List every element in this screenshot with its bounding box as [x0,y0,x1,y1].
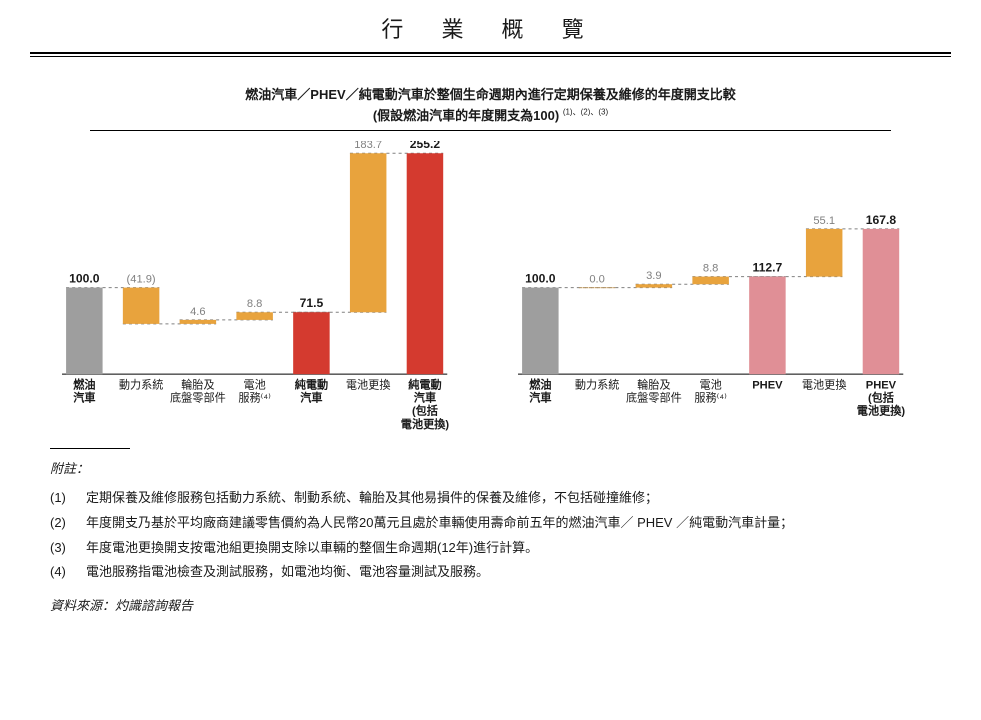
source-line: 資料來源：灼識諮詢報告 [30,585,951,614]
footnote-text: 定期保養及維修服務包括動力系統、制動系統、輪胎及其他易損件的保養及維修，不包括碰… [86,486,931,511]
bar-category-label: 電池更換 [346,378,391,391]
waterfall-bar [692,276,728,284]
chart-title-line1: 燃油汽車／PHEV／純電動汽車於整個生命週期內進行定期保養及維修的年度開支比較 [30,85,951,105]
bar-value-label: 4.6 [190,305,206,317]
waterfall-bar [805,228,841,276]
bar-value-label: 100.0 [69,271,100,285]
bar-value-label: 3.9 [646,270,662,282]
waterfall-bar [407,153,443,374]
bar-category-label: 電池 [243,378,265,391]
bar-category-label: (包括 [412,403,438,417]
bar-category-label: 電池更換) [856,403,905,417]
footnotes-head: 附註： [50,457,931,482]
bar-category-label: 純電動 [408,377,441,391]
bar-category-label: 汽車 [300,390,322,404]
bar-category-label: 燃油 [72,377,95,391]
footnote-num: (4) [50,560,86,585]
bar-category-label: PHEV [865,379,896,391]
footnote-row: (3)年度電池更換開支按電池組更換開支除以車輛的整個生命週期(12年)進行計算。 [50,536,931,561]
bar-category-label: 動力系統 [119,377,164,391]
waterfall-bar [123,287,159,323]
bar-category-label: 汽車 [414,390,436,404]
footnote-row: (1)定期保養及維修服務包括動力系統、制動系統、輪胎及其他易損件的保養及維修，不… [50,486,931,511]
bar-category-label: (包括 [867,390,893,404]
bar-category-label: PHEV [752,379,783,391]
bar-value-label: 71.5 [300,296,324,310]
page-title-rule [30,56,951,57]
bar-value-label: 0.0 [589,273,605,285]
bar-value-label: (41.9) [127,273,156,285]
bar-category-label: 底盤零部件 [170,390,226,404]
waterfall-bar [749,276,785,374]
footnote-text: 年度開支乃基於平均廠商建議零售價約為人民幣20萬元且處於車輛使用壽命前五年的燃油… [86,511,931,536]
waterfall-bar [635,284,671,287]
chart-subtitle-sup: (1)、(2)、(3) [563,107,608,116]
bar-category-label: 輪胎及 [637,377,670,391]
bar-category-label: 燃油 [528,377,551,391]
left-chart-svg: 100.0燃油汽車(41.9)動力系統4.6輪胎及底盤零部件8.8電池服務⁽⁴⁾… [60,141,466,435]
bar-value-label: 183.7 [354,141,382,151]
bar-value-label: 100.0 [525,271,556,285]
footnote-num: (1) [50,486,86,511]
bar-value-label: 255.2 [410,141,441,151]
footnotes: 附註： (1)定期保養及維修服務包括動力系統、制動系統、輪胎及其他易損件的保養及… [30,449,951,584]
bar-value-label: 8.8 [247,298,262,310]
bar-category-label: 汽車 [529,390,551,404]
page-title: 行 業 概 覽 [30,12,951,54]
bar-category-label: 服務⁽⁴⁾ [694,390,727,404]
left-waterfall-chart: 100.0燃油汽車(41.9)動力系統4.6輪胎及底盤零部件8.8電池服務⁽⁴⁾… [60,141,466,435]
chart-title-line2: (假設燃油汽車的年度開支為100) (1)、(2)、(3) [30,105,951,124]
footnote-row: (2)年度開支乃基於平均廠商建議零售價約為人民幣20萬元且處於車輛使用壽命前五年… [50,511,931,536]
bar-category-label: 服務⁽⁴⁾ [238,390,271,404]
waterfall-bar [236,312,272,320]
chart-title-rule [90,130,891,131]
waterfall-bar [578,287,614,288]
waterfall-bar [862,228,898,373]
bar-category-label: 動力系統 [574,377,619,391]
charts-row: 100.0燃油汽車(41.9)動力系統4.6輪胎及底盤零部件8.8電池服務⁽⁴⁾… [30,141,951,435]
bar-value-label: 8.8 [702,262,718,274]
right-chart-svg: 100.0 燃油汽車 0.0 動力系統 3.9 輪胎及底盤零部件 8.8 電池服務⁽⁴⁾ 112… [516,141,922,435]
chart-subtitle-text: (假設燃油汽車的年度開支為100) [373,108,559,123]
waterfall-bar [522,287,558,374]
bar-category-label: 電池 [699,378,721,391]
bar-value-label: 167.8 [865,212,896,226]
waterfall-bar [350,153,386,312]
bar-value-label: 112.7 [752,260,782,274]
bar-category-label: 電池更換) [401,416,450,430]
bar-category-label: 底盤零部件 [626,390,682,404]
footnote-num: (2) [50,511,86,536]
bar-value-label: 55.1 [813,214,835,226]
bar-category-label: 汽車 [73,390,95,404]
bar-category-label: 純電動 [295,377,328,391]
footnote-text: 年度電池更換開支按電池組更換開支除以車輛的整個生命週期(12年)進行計算。 [86,536,931,561]
waterfall-bar [293,312,329,374]
bar-category-label: 電池更換 [801,378,846,391]
waterfall-bar [66,287,102,374]
right-waterfall-chart: 100.0 燃油汽車 0.0 動力系統 3.9 輪胎及底盤零部件 8.8 電池服務⁽⁴⁾ 112… [516,141,922,435]
waterfall-bar [180,319,216,323]
footnote-row: (4)電池服務指電池檢查及測試服務，如電池均衡、電池容量測試及服務。 [50,560,931,585]
bar-category-label: 輪胎及 [181,377,214,391]
footnote-num: (3) [50,536,86,561]
footnote-text: 電池服務指電池檢查及測試服務，如電池均衡、電池容量測試及服務。 [86,560,931,585]
